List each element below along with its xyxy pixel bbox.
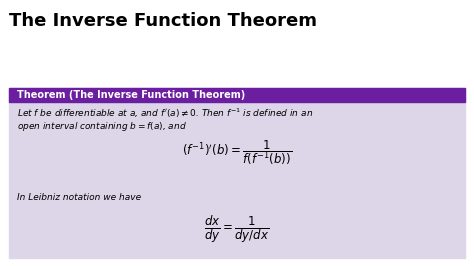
FancyBboxPatch shape — [9, 88, 465, 258]
Text: Theorem (The Inverse Function Theorem): Theorem (The Inverse Function Theorem) — [17, 90, 245, 100]
Text: open interval containing $b = f(a)$, and: open interval containing $b = f(a)$, and — [17, 120, 186, 133]
Text: $\dfrac{dx}{dy} = \dfrac{1}{dy/dx}$: $\dfrac{dx}{dy} = \dfrac{1}{dy/dx}$ — [204, 214, 270, 245]
Text: In Leibniz notation we have: In Leibniz notation we have — [17, 193, 141, 202]
Text: Let $f$ be differentiable at $a$, and $f'(a) \neq 0$. Then $f^{-1}$ is defined i: Let $f$ be differentiable at $a$, and $f… — [17, 106, 313, 120]
Text: $(f^{-1})'(b) = \dfrac{1}{f(f^{-1}(b))}$: $(f^{-1})'(b) = \dfrac{1}{f(f^{-1}(b))}$ — [182, 138, 292, 167]
Text: The Inverse Function Theorem: The Inverse Function Theorem — [9, 12, 317, 30]
FancyBboxPatch shape — [9, 88, 465, 102]
